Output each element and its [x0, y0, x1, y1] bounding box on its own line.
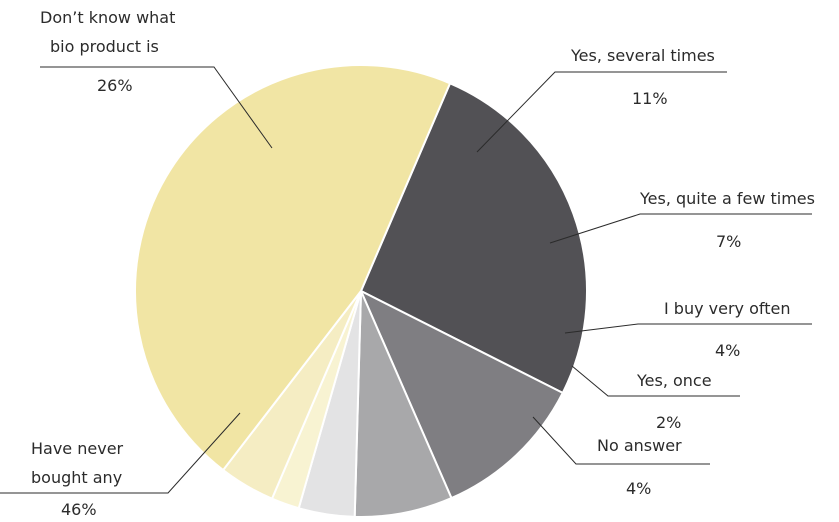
- label-never-bought-line2: bought any: [31, 468, 122, 487]
- leader-quite-few-times: [549, 213, 812, 244]
- value-quite-few-times: 7%: [716, 232, 741, 251]
- label-dont-know-line2: bio product is: [50, 37, 159, 56]
- value-dont-know: 26%: [97, 76, 133, 95]
- label-once: Yes, once: [636, 371, 712, 390]
- value-once: 2%: [656, 413, 681, 432]
- leader-several-times: [476, 71, 727, 153]
- leader-once: [571, 365, 740, 397]
- value-never-bought: 46%: [61, 500, 97, 519]
- leader-never-bought: [0, 412, 241, 494]
- label-several-times: Yes, several times: [570, 46, 715, 65]
- label-never-bought-line1: Have never: [31, 439, 124, 458]
- leader-lines: [0, 66, 812, 494]
- value-no-answer: 4%: [626, 479, 651, 498]
- label-very-often: I buy very often: [664, 299, 791, 318]
- pie-slice-1: [358, 288, 565, 500]
- pie-slices: [134, 64, 588, 518]
- label-no-answer: No answer: [597, 436, 682, 455]
- leader-very-often: [564, 323, 812, 334]
- value-very-often: 4%: [715, 341, 740, 360]
- pie-slice-6: [134, 64, 452, 472]
- value-several-times: 11%: [632, 89, 668, 108]
- label-dont-know-line1: Don’t know what: [40, 8, 175, 27]
- label-quite-few-times: Yes, quite a few times: [639, 189, 815, 208]
- leader-dont-know: [40, 66, 273, 149]
- leader-no-answer: [532, 416, 710, 465]
